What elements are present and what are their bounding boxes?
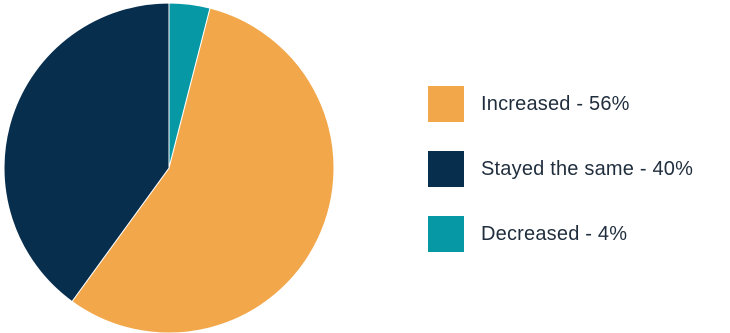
legend-item-decreased: Decreased - 4% <box>428 216 728 252</box>
legend-label-increased: Increased - 56% <box>481 92 630 115</box>
legend-swatch-increased <box>428 86 464 122</box>
pie-slice-increased <box>71 7 335 333</box>
legend-item-stayed-the-same: Stayed the same - 40% <box>428 151 728 187</box>
pie-slices <box>3 2 335 333</box>
legend-label-stayed-the-same: Stayed the same - 40% <box>481 157 694 180</box>
legend-swatch-decreased <box>428 216 464 252</box>
legend: Increased - 56% Stayed the same - 40% De… <box>428 86 728 252</box>
legend-label-decreased: Decreased - 4% <box>481 222 628 245</box>
legend-swatch-stayed-the-same <box>428 151 464 187</box>
legend-item-increased: Increased - 56% <box>428 86 728 122</box>
pie-slice-stayed-the-same <box>3 2 170 303</box>
